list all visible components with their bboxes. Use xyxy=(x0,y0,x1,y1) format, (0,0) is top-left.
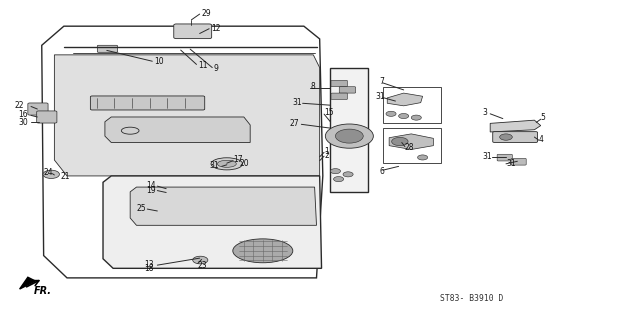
Circle shape xyxy=(418,155,428,160)
Polygon shape xyxy=(105,117,250,142)
FancyBboxPatch shape xyxy=(331,93,348,100)
Bar xyxy=(383,87,441,123)
Text: 28: 28 xyxy=(405,143,415,152)
Circle shape xyxy=(330,169,341,174)
Text: 31: 31 xyxy=(292,98,302,107)
Text: FR.: FR. xyxy=(34,286,52,296)
FancyBboxPatch shape xyxy=(37,111,57,123)
Text: 20: 20 xyxy=(239,159,249,168)
Text: 16: 16 xyxy=(18,110,28,119)
Text: 17: 17 xyxy=(233,155,242,164)
Text: 27: 27 xyxy=(290,119,299,128)
FancyBboxPatch shape xyxy=(339,87,356,93)
Ellipse shape xyxy=(217,160,236,167)
Text: 7: 7 xyxy=(380,77,384,86)
Circle shape xyxy=(386,111,396,116)
Polygon shape xyxy=(387,93,423,106)
Circle shape xyxy=(392,137,408,146)
Text: 31: 31 xyxy=(375,92,385,101)
FancyBboxPatch shape xyxy=(91,96,204,110)
Circle shape xyxy=(43,170,60,179)
Text: 5: 5 xyxy=(541,114,546,123)
FancyBboxPatch shape xyxy=(97,45,118,52)
Circle shape xyxy=(192,256,208,264)
FancyBboxPatch shape xyxy=(331,80,348,87)
Text: 18: 18 xyxy=(145,264,154,274)
Text: 21: 21 xyxy=(61,172,70,181)
Circle shape xyxy=(343,172,353,177)
FancyBboxPatch shape xyxy=(173,24,211,39)
Text: 31: 31 xyxy=(482,152,492,161)
Text: 22: 22 xyxy=(15,101,24,110)
Ellipse shape xyxy=(211,158,242,170)
Circle shape xyxy=(335,129,363,143)
Text: 9: 9 xyxy=(213,64,218,73)
Text: 8: 8 xyxy=(310,82,315,91)
Text: 14: 14 xyxy=(146,181,156,190)
Text: 4: 4 xyxy=(539,135,544,144)
Text: 24: 24 xyxy=(44,168,53,177)
FancyBboxPatch shape xyxy=(28,103,48,115)
Text: 23: 23 xyxy=(197,261,208,270)
Circle shape xyxy=(399,114,409,119)
Polygon shape xyxy=(103,176,322,268)
Ellipse shape xyxy=(233,239,293,263)
Circle shape xyxy=(411,115,422,120)
FancyBboxPatch shape xyxy=(511,158,526,165)
Polygon shape xyxy=(389,134,434,149)
Circle shape xyxy=(325,124,373,148)
Text: 31: 31 xyxy=(506,159,516,168)
Polygon shape xyxy=(130,187,316,225)
Text: 13: 13 xyxy=(145,260,154,269)
Circle shape xyxy=(334,177,344,182)
Circle shape xyxy=(499,134,512,140)
Text: 19: 19 xyxy=(146,186,156,195)
Text: 31: 31 xyxy=(209,161,219,170)
Polygon shape xyxy=(330,68,368,192)
Text: 25: 25 xyxy=(137,204,146,213)
FancyBboxPatch shape xyxy=(497,154,512,161)
Text: 29: 29 xyxy=(201,9,211,18)
Text: 1: 1 xyxy=(324,147,329,156)
Polygon shape xyxy=(490,120,541,132)
Text: 10: 10 xyxy=(154,57,164,66)
Text: ST83- B3910 D: ST83- B3910 D xyxy=(440,294,503,303)
Text: 12: 12 xyxy=(211,24,220,33)
Text: 6: 6 xyxy=(380,167,384,176)
Text: 11: 11 xyxy=(198,60,208,69)
Polygon shape xyxy=(20,277,35,289)
FancyBboxPatch shape xyxy=(492,132,537,142)
Text: 15: 15 xyxy=(324,108,334,117)
Bar xyxy=(383,128,441,163)
Text: 2: 2 xyxy=(324,151,329,160)
Text: 30: 30 xyxy=(18,118,28,127)
Text: 3: 3 xyxy=(482,108,487,117)
Polygon shape xyxy=(54,55,320,176)
